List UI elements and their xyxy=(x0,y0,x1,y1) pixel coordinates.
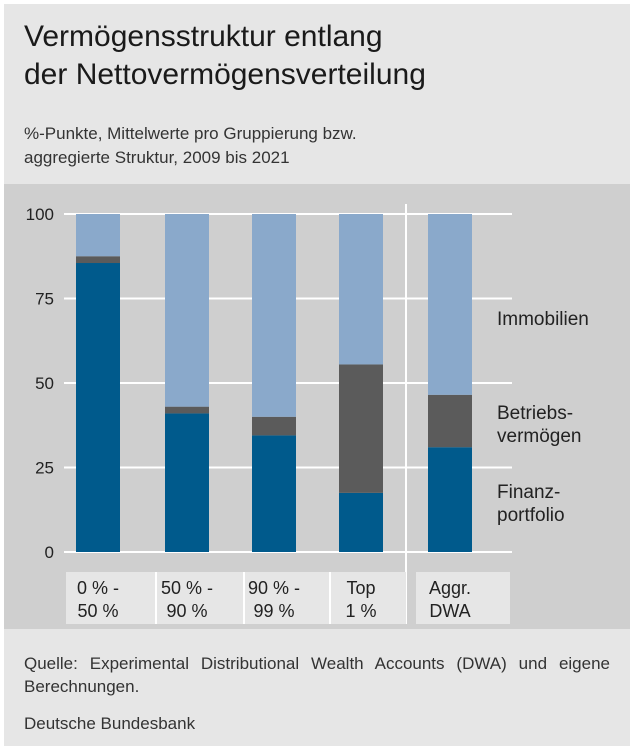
chart-subtitle: %-Punkte, Mittelwerte pro Gruppierung bz… xyxy=(24,122,357,170)
bar-segment-2-finanzportfolio xyxy=(165,413,209,552)
stacked-bar-chart: 0 25 50 75 100 0 % - 50 % 50 % - 90 % 90 % - 99 % T… xyxy=(26,204,589,624)
x-category-label-3-line-2: 99 % xyxy=(253,601,294,621)
chart-title-line-1: Vermögensstruktur entlang xyxy=(24,20,383,53)
bar-segment-3-betriebsvermögen xyxy=(252,416,296,436)
category-box-4 xyxy=(330,572,406,624)
publisher-name: Deutsche Bundesbank xyxy=(24,714,196,733)
bar-segment-2-immobilien xyxy=(165,214,209,407)
x-category-label-4-line-1: Top xyxy=(346,578,375,598)
chart-subtitle-line-2: aggregierte Struktur, 2009 bis 2021 xyxy=(24,148,290,167)
series-label-immobilien-line-1: Immobilien xyxy=(497,309,589,330)
y-tick-label-50: 50 xyxy=(35,374,54,393)
x-category-label-5-line-2: DWA xyxy=(429,601,470,621)
y-tick-label-75: 75 xyxy=(35,290,54,309)
series-label-betriebsvermögen-line-2: vermögen xyxy=(497,426,582,447)
series-label-betriebsvermögen-line-1: Betriebs- xyxy=(497,403,573,424)
bar-segment-1-immobilien xyxy=(76,214,120,257)
y-tick-label-0: 0 xyxy=(45,543,54,562)
category-box-2 xyxy=(156,572,244,624)
bar-segment-1-betriebsvermögen xyxy=(76,256,120,264)
x-category-label-2-line-1: 50 % - xyxy=(161,578,213,598)
category-box-1 xyxy=(66,572,156,624)
source-note: Quelle: Experimental Distributional Weal… xyxy=(24,654,610,696)
chart-title-line-2: der Nettovermögensverteilung xyxy=(24,58,426,91)
x-category-label-1-line-1: 0 % - xyxy=(77,578,119,598)
bar-segment-3-finanzportfolio xyxy=(252,435,296,552)
x-category-label-3-line-1: 90 % - xyxy=(248,578,300,598)
bar-segment-5-finanzportfolio xyxy=(428,447,472,552)
x-category-label-5-line-1: Aggr. xyxy=(429,578,471,598)
bar-segment-4-betriebsvermögen xyxy=(339,364,383,493)
bar-segment-1-finanzportfolio xyxy=(76,263,120,552)
y-tick-label-100: 100 xyxy=(26,205,54,224)
bar-segment-5-betriebsvermögen xyxy=(428,394,472,448)
x-category-label-2-line-2: 90 % xyxy=(166,601,207,621)
bar-segment-5-immobilien xyxy=(428,214,472,395)
chart-card: Vermögensstruktur entlang der Nettovermö… xyxy=(4,4,630,746)
chart-subtitle-line-1: %-Punkte, Mittelwerte pro Gruppierung bz… xyxy=(24,124,357,143)
bar-segment-2-betriebsvermögen xyxy=(165,406,209,414)
plot-area: 0 25 50 75 100 0 % - 50 % 50 % - 90 % 90 % - 99 % T… xyxy=(4,184,630,629)
chart-footer: Quelle: Experimental Distributional Weal… xyxy=(24,652,610,735)
chart-title: Vermögensstruktur entlang der Nettovermö… xyxy=(24,18,426,94)
bar-segment-3-immobilien xyxy=(252,214,296,417)
bar-segment-4-immobilien xyxy=(339,214,383,365)
series-label-finanzportfolio-line-1: Finanz- xyxy=(497,482,560,503)
x-category-label-1-line-2: 50 % xyxy=(77,601,118,621)
category-box-5 xyxy=(416,572,510,624)
category-box-3 xyxy=(244,572,330,624)
series-label-finanzportfolio-line-2: portfolio xyxy=(497,505,565,526)
y-tick-label-25: 25 xyxy=(35,459,54,478)
bar-segment-4-finanzportfolio xyxy=(339,492,383,552)
x-category-label-4-line-2: 1 % xyxy=(345,601,376,621)
